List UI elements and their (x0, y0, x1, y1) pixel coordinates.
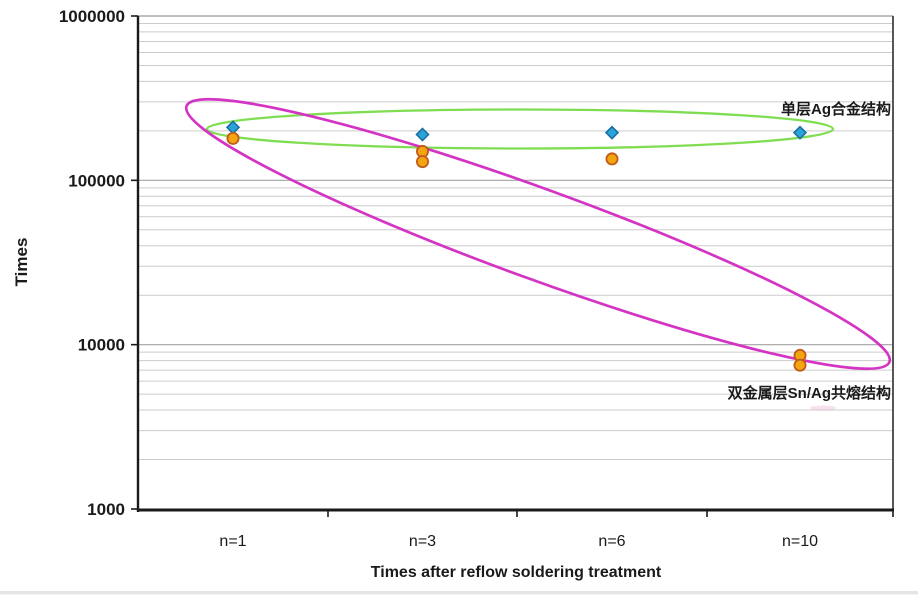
data-point-circle-sn-ag (605, 152, 619, 166)
x-axis-title: Times after reflow soldering treatment (371, 564, 662, 581)
data-point-diamond-ag-alloy (415, 127, 430, 142)
annotation-bimetal-sn-ag: 双金属层Sn/Ag共熔结构 (728, 384, 891, 402)
data-point-circle-sn-ag (793, 358, 807, 372)
y-tick-label: 1000 (87, 500, 125, 519)
y-tick-label: 100000 (68, 171, 125, 190)
ellipse-bimetal-sn-ag (184, 97, 892, 371)
ellipse-single-layer-ag (205, 108, 835, 150)
annotation-single-layer-ag: 单层Ag合金结构 (781, 100, 891, 118)
y-axis-title: Times (12, 238, 31, 287)
y-tick-label: 1000000 (59, 7, 125, 26)
x-category-label: n=10 (782, 533, 818, 550)
x-category-label: n=6 (598, 533, 625, 550)
x-category-label: n=1 (219, 533, 246, 550)
data-point-diamond-ag-alloy (225, 120, 241, 135)
x-category-label: n=3 (409, 533, 436, 550)
data-point-circle-sn-ag (226, 131, 240, 145)
pink-smudge-artifact (810, 405, 836, 411)
y-tick-label: 10000 (78, 336, 125, 355)
data-point-diamond-ag-alloy (792, 125, 808, 140)
image-bottom-border (0, 591, 918, 595)
data-point-diamond-ag-alloy (604, 125, 620, 140)
data-point-circle-sn-ag (415, 155, 429, 169)
